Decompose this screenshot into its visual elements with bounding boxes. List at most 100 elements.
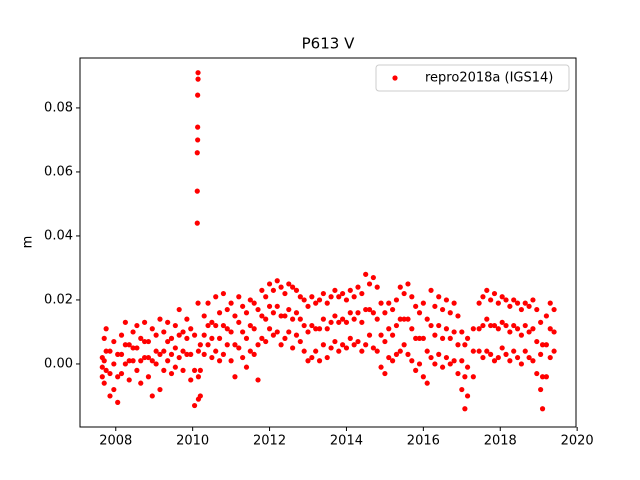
- data-point: [459, 358, 465, 364]
- data-point: [413, 335, 419, 341]
- data-point: [420, 374, 426, 380]
- data-point: [439, 306, 446, 313]
- data-point: [191, 332, 198, 338]
- data-point: [328, 294, 334, 300]
- data-point: [455, 370, 461, 377]
- data-point: [488, 322, 494, 329]
- data-point: [313, 348, 319, 354]
- data-point: [259, 313, 265, 319]
- data-point: [316, 358, 323, 364]
- data-point: [464, 335, 471, 341]
- data-point: [130, 358, 136, 364]
- x-tick-label: 2014: [330, 434, 363, 449]
- data-point: [111, 386, 117, 393]
- data-point: [263, 338, 269, 345]
- y-axis-label: m: [21, 236, 36, 249]
- data-point: [416, 361, 423, 367]
- data-point: [224, 326, 230, 332]
- data-point: [195, 348, 202, 354]
- data-point: [539, 342, 546, 348]
- data-point: [145, 374, 152, 380]
- data-point: [278, 284, 284, 290]
- data-point: [328, 345, 334, 351]
- data-point: [195, 300, 201, 306]
- data-point: [462, 342, 468, 348]
- data-point: [236, 319, 242, 325]
- data-point: [263, 316, 269, 322]
- data-point: [495, 326, 501, 332]
- data-point: [145, 338, 152, 345]
- data-point: [424, 380, 430, 386]
- data-point: [484, 316, 490, 322]
- data-point: [420, 300, 426, 306]
- data-point: [122, 361, 128, 367]
- data-point: [503, 297, 509, 303]
- data-point: [153, 348, 159, 354]
- data-point: [447, 335, 453, 341]
- x-tick-label: 2016: [407, 434, 440, 449]
- data-point: [382, 338, 388, 345]
- data-point: [149, 358, 155, 364]
- data-point: [236, 294, 242, 300]
- data-point: [228, 358, 234, 364]
- data-point: [534, 370, 540, 377]
- data-point: [209, 354, 215, 361]
- chart-title: P613 V: [302, 35, 355, 53]
- data-point: [168, 335, 175, 341]
- data-point: [194, 150, 200, 156]
- data-point: [240, 329, 246, 335]
- legend-label: repro2018a (IGS14): [425, 71, 553, 86]
- data-point: [153, 332, 159, 338]
- data-point: [405, 351, 411, 357]
- data-point: [484, 348, 490, 354]
- data-point: [161, 367, 167, 373]
- data-point: [101, 335, 107, 341]
- data-point: [122, 342, 128, 348]
- data-point: [216, 335, 223, 341]
- data-point: [274, 278, 280, 284]
- data-point: [278, 313, 284, 319]
- data-point: [270, 310, 277, 316]
- data-point: [224, 342, 230, 348]
- data-point: [355, 284, 361, 290]
- data-point: [401, 316, 407, 322]
- data-point: [213, 348, 219, 354]
- data-point: [401, 290, 407, 297]
- data-point: [534, 306, 540, 313]
- data-point: [305, 329, 311, 335]
- data-point: [499, 294, 505, 300]
- data-point: [347, 335, 353, 341]
- data-point: [168, 351, 175, 357]
- data-point: [336, 348, 342, 354]
- data-point: [340, 290, 346, 297]
- data-point: [347, 310, 353, 316]
- data-point: [507, 303, 513, 309]
- data-point: [118, 370, 125, 377]
- data-point: [243, 364, 250, 370]
- data-point: [247, 297, 253, 303]
- data-point: [491, 322, 498, 329]
- data-point: [480, 354, 486, 361]
- data-point: [293, 287, 300, 293]
- data-point: [301, 297, 307, 303]
- data-point: [366, 332, 373, 338]
- data-point: [551, 306, 557, 313]
- data-point: [351, 342, 357, 348]
- data-point: [130, 329, 136, 335]
- data-point: [518, 361, 525, 367]
- data-point: [216, 310, 223, 316]
- data-point: [301, 322, 307, 329]
- data-point: [514, 326, 521, 332]
- data-point: [397, 348, 403, 354]
- data-point: [416, 335, 423, 341]
- data-point: [511, 297, 517, 303]
- data-point: [107, 370, 113, 377]
- data-point: [409, 358, 415, 364]
- data-point: [240, 303, 246, 309]
- data-point: [405, 281, 411, 287]
- data-point: [374, 316, 380, 322]
- x-tick-label: 2018: [484, 434, 517, 449]
- data-point: [378, 300, 384, 306]
- data-point: [141, 338, 148, 345]
- data-point: [386, 354, 392, 361]
